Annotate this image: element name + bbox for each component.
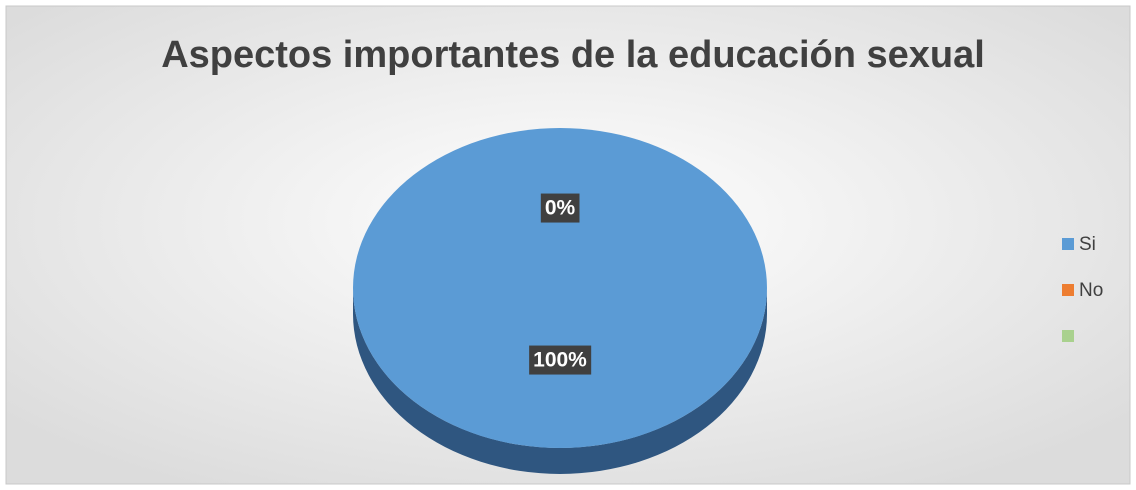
chart-title: Aspectos importantes de la educación sex… bbox=[161, 34, 985, 76]
legend-swatch bbox=[1062, 238, 1074, 250]
data-label-text: 0% bbox=[545, 197, 576, 220]
legend-label: No bbox=[1079, 280, 1103, 301]
data-label-box bbox=[529, 345, 592, 375]
data-label: 100% bbox=[529, 345, 592, 375]
pie-slice bbox=[353, 128, 767, 448]
data-label-box bbox=[540, 193, 580, 223]
data-label: 0% bbox=[540, 193, 580, 223]
legend-swatch bbox=[1062, 284, 1074, 296]
pie-side bbox=[353, 288, 767, 474]
legend-label: Si bbox=[1079, 234, 1096, 255]
legend-swatch bbox=[1062, 330, 1074, 342]
data-label-text: 100% bbox=[533, 349, 587, 372]
